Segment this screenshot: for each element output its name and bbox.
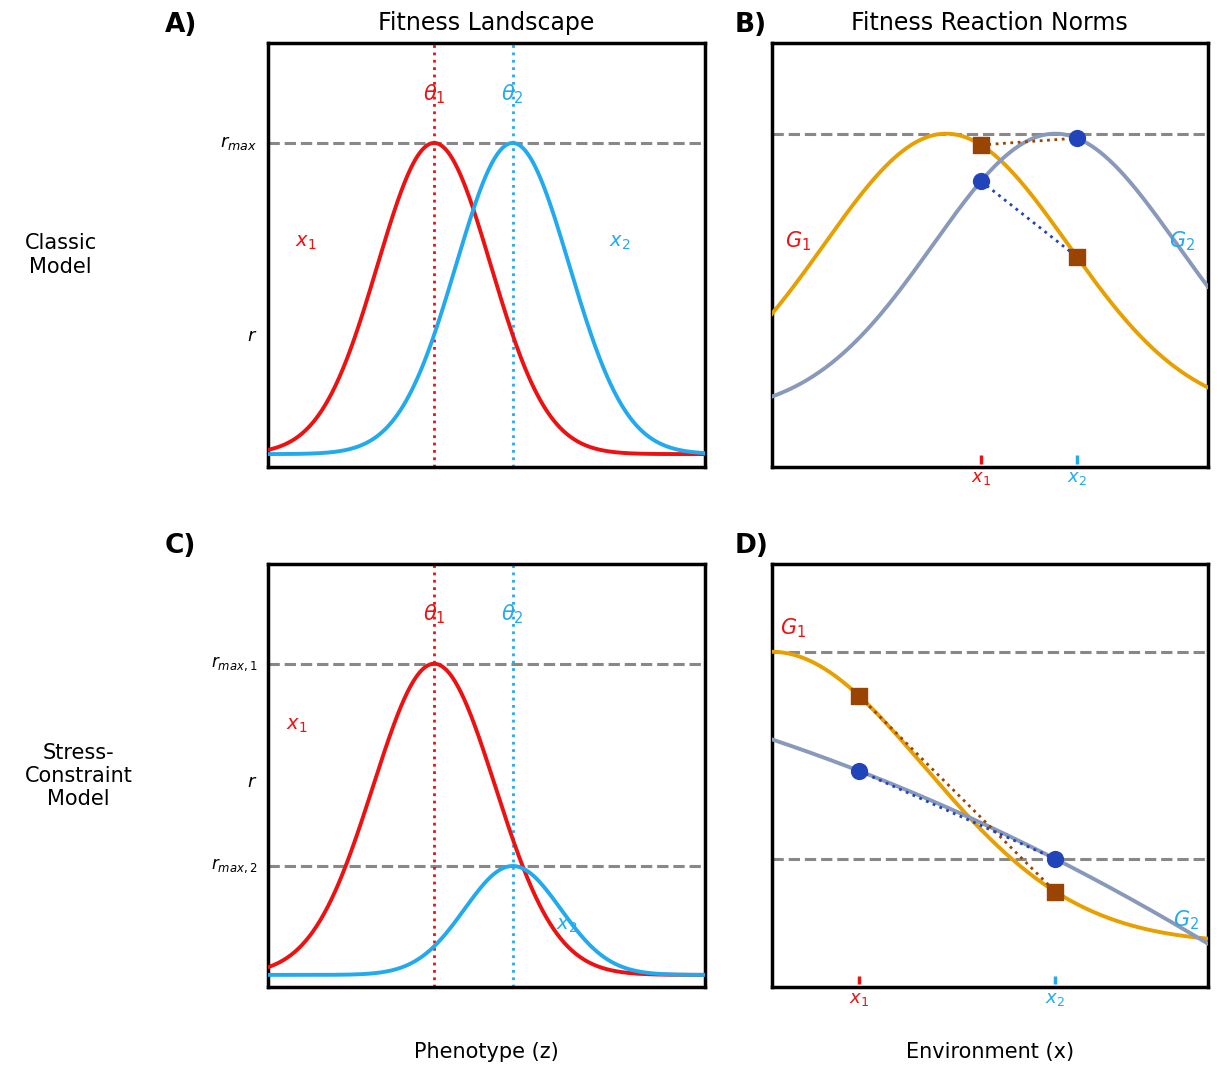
Text: Classic
Model: Classic Model: [24, 233, 96, 277]
Text: $x_1$: $x_1$: [285, 716, 307, 736]
Point: [849, 762, 869, 779]
Text: Phenotype (z): Phenotype (z): [414, 1042, 559, 1061]
Text: Fitness Landscape: Fitness Landscape: [378, 11, 594, 35]
Text: $G_1$: $G_1$: [781, 616, 806, 640]
Text: Environment (x): Environment (x): [905, 1042, 1074, 1061]
Text: Fitness Reaction Norms: Fitness Reaction Norms: [852, 11, 1128, 35]
Point: [1046, 851, 1065, 868]
Text: $\theta_1$: $\theta_1$: [423, 603, 445, 626]
Text: C): C): [165, 533, 196, 559]
Text: $r_{max,2}$: $r_{max,2}$: [211, 857, 257, 876]
Text: $x_2$: $x_2$: [1068, 470, 1087, 487]
Text: $x_2$: $x_2$: [1046, 991, 1065, 1008]
Point: [849, 687, 869, 704]
Text: $G_2$: $G_2$: [1169, 229, 1194, 253]
Text: B): B): [734, 12, 767, 38]
Text: $\theta_2$: $\theta_2$: [501, 603, 523, 626]
Text: $x_1$: $x_1$: [294, 233, 316, 252]
Point: [1068, 248, 1087, 266]
Text: $x_2$: $x_2$: [609, 233, 630, 252]
Text: $r_{max,1}$: $r_{max,1}$: [211, 654, 257, 673]
Text: $G_1$: $G_1$: [784, 229, 811, 253]
Text: $x_2$: $x_2$: [556, 916, 577, 934]
Point: [1046, 883, 1065, 901]
Text: D): D): [734, 533, 769, 559]
Text: $\theta_1$: $\theta_1$: [423, 82, 445, 105]
Text: $x_1$: $x_1$: [849, 991, 869, 1008]
Text: $r_{max}$: $r_{max}$: [221, 133, 257, 152]
Text: A): A): [165, 12, 198, 38]
Text: Stress-
Constraint
Model: Stress- Constraint Model: [24, 742, 132, 809]
Text: $x_1$: $x_1$: [971, 470, 991, 487]
Text: $\theta_2$: $\theta_2$: [501, 82, 523, 105]
Text: $G_2$: $G_2$: [1172, 908, 1199, 932]
Text: $r$: $r$: [246, 327, 257, 345]
Text: $r$: $r$: [246, 773, 257, 791]
Point: [1068, 129, 1087, 146]
Point: [971, 173, 991, 190]
Point: [971, 137, 991, 154]
